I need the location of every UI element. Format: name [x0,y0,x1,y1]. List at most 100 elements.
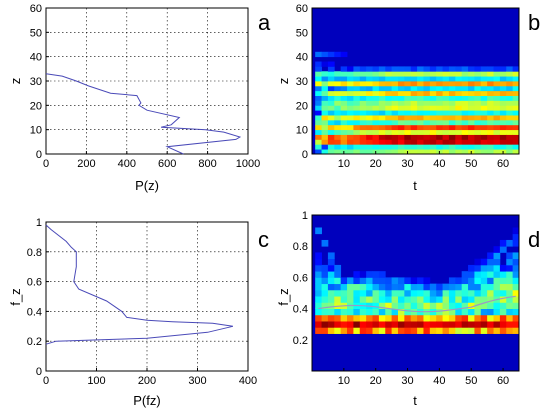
panel-d-cell [397,277,405,285]
panel-b-ytick-label: 60 [296,3,308,15]
panel-d-cell [327,327,335,334]
panel-b-cell [385,95,393,101]
panel-b-cell [512,124,520,131]
panel-b-cell [429,115,437,121]
panel-b-cell [474,144,482,150]
panel-b-cell [461,129,469,135]
panel-b-cell [340,124,348,131]
panel-b-cell [327,76,335,82]
panel-b-cell [334,85,342,92]
panel-d-cell [340,296,348,303]
panel-b-cell [417,129,424,135]
panel-d-cell [391,327,399,334]
panel-b-cell [321,105,329,111]
panel-d-cell [506,289,514,297]
panel-b-cell [474,119,482,126]
panel-d-cell [321,289,329,297]
panel-b-cell [347,90,354,96]
panel-b-cell [366,90,373,96]
panel-b-cell [410,139,418,145]
panel-b-cell [468,134,475,140]
panel-d-cell [321,296,329,303]
panel-d-cell [493,327,501,334]
panel-b-cell [321,139,329,145]
panel-b-cell [480,110,488,116]
panel-b-cell [391,85,399,92]
panel-b-cell [347,66,354,72]
panel-d-cell [391,277,399,285]
panel-b-cell [442,124,450,131]
panel-b-cell [506,95,514,101]
panel-b-cell [417,105,424,111]
panel-d-cell [499,296,507,303]
panel-b-cell [429,134,437,140]
panel-b-cell [442,100,450,106]
panel-b-cell [372,71,380,77]
panel-b-cell [404,95,412,101]
panel-d-cell [474,327,482,334]
panel-b-cell [512,134,520,140]
panel-b-cell [512,119,520,126]
panel-b-cell [448,100,456,106]
panel-b-cell [461,85,469,92]
panel-d-cell [442,321,450,328]
panel-d-cell [461,277,469,285]
panel-b-cell [417,81,424,87]
panel-b-cell [391,81,399,87]
panel-d-cell [359,289,367,297]
panel-d-cell [327,252,335,260]
panel-b-cell [385,115,393,121]
panel-d-cell [512,308,520,316]
panel-d-cell [359,327,367,334]
panel-b-cell [315,100,322,106]
panel-d-cell [340,289,348,297]
panel-b-cell [353,134,361,140]
panel-b-cell [366,139,373,145]
panel-b-cell [436,76,443,82]
panel-d-cell [359,277,367,285]
panel-b-cell [455,124,463,131]
panel-d-cell [487,314,494,322]
panel-d-cell [487,296,494,303]
panel-b-cell [347,149,354,155]
panel-d-cell [359,271,367,278]
panel-b-cell [499,66,507,72]
panel-b-cell [474,85,482,92]
panel-d-cell [461,314,469,322]
panel-b-cell [327,134,335,140]
panel-b-cell [340,105,348,111]
panel-a-ytick-label: 40 [30,52,42,64]
panel-b-cell [347,119,354,126]
panel-b-cell [436,95,443,101]
panel-b-cell [340,144,348,150]
panel-b-cell [340,66,348,72]
panel-b-cell [474,149,482,155]
panel-b-cell [378,144,386,150]
panel-d-cell [442,289,450,297]
panel-d-cell [321,327,329,334]
panel-b-cell [347,85,354,92]
panel-d-cell [410,283,418,291]
panel-b-cell [366,81,373,87]
panel-b-cell [385,129,393,135]
panel-d-cell [423,289,431,297]
panel-b-cell [327,115,335,121]
panel-b-cell [506,119,514,126]
panel-b-cell [448,76,456,82]
panel-b-cell [391,134,399,140]
panel-d-cell [499,314,507,322]
panel-b-cell [512,95,520,101]
panel-d-cell [429,289,437,297]
panel-b-cell [321,76,329,82]
panel-c-xtick-label: 100 [87,375,105,387]
panel-d-cell [391,321,399,328]
panel-c-ytick-label: 1 [36,217,42,229]
panel-d-cell [455,327,463,334]
panel-b-cell [397,100,405,106]
panel-d-cell [493,289,501,297]
panel-b-cell [321,115,329,121]
panel-b-cell [499,90,507,96]
panel-b-cell [359,85,367,92]
panel-d-cell [480,302,488,309]
panel-b-cell [366,129,373,135]
